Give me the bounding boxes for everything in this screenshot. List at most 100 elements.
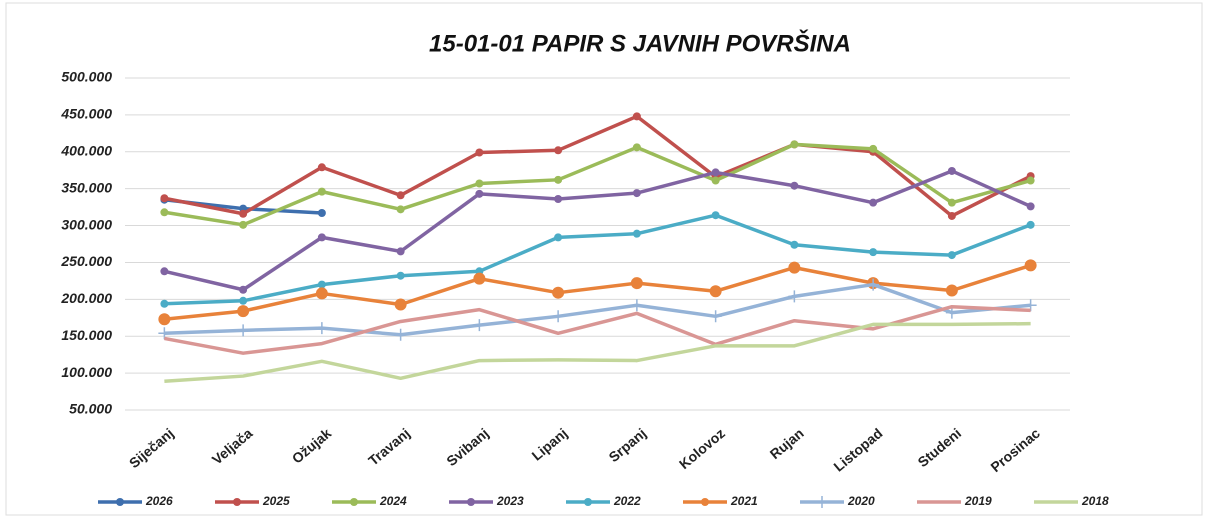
legend-label: 2023 [496,494,524,508]
series-line [164,114,1032,218]
point [711,176,720,185]
legend-item: 2022 [566,494,641,508]
point [160,267,169,276]
y-tick-label: 100.000 [61,364,112,380]
legend-marker [816,496,828,508]
point [315,287,328,300]
point [396,205,405,214]
point [1026,202,1035,211]
legend-label: 2021 [730,494,758,508]
point [317,163,326,172]
point [475,189,484,198]
point [869,144,878,153]
point [396,271,405,280]
point [788,261,801,274]
y-tick-label: 500.000 [61,69,112,85]
point [317,209,326,218]
point [554,194,563,203]
point [711,168,720,177]
point [317,233,326,242]
point [630,299,643,312]
point [945,306,958,319]
legend-item: 2018 [1034,494,1109,508]
y-tick-label: 350.000 [61,179,112,195]
point [158,327,171,340]
point [160,299,169,308]
point [709,310,722,323]
point [475,148,484,157]
point [552,310,565,323]
point [554,233,563,242]
legend-label: 2022 [613,494,641,508]
point [790,140,799,149]
point [711,211,720,220]
legend-item: 2019 [917,494,992,508]
y-tick-label: 200.000 [60,290,112,306]
legend-label: 2019 [964,494,992,508]
point [473,319,486,332]
point [632,143,641,152]
point [632,189,641,198]
legend-item: 2021 [683,494,758,508]
point [869,198,878,207]
series-line [164,321,1031,383]
legend-item: 2023 [449,494,524,508]
legend-marker [584,498,592,506]
point [869,248,878,257]
point [947,211,956,220]
point [632,229,641,238]
series-line [163,169,1032,292]
point [239,209,248,218]
point [394,328,407,341]
point [709,285,722,298]
series-line [164,263,1032,321]
legend-label: 2020 [847,494,875,508]
point [160,194,169,203]
point [315,322,328,335]
point [394,298,407,311]
point [1024,259,1037,272]
series-line [164,282,1031,337]
point [790,181,799,190]
point [473,272,486,285]
legend-item: 2020 [800,494,875,508]
legend-marker [233,498,241,506]
point [554,146,563,155]
legend-marker [467,498,475,506]
point [945,284,958,297]
point [632,112,641,121]
y-tick-label: 450.000 [60,106,112,122]
point [788,290,801,303]
point [239,220,248,229]
legend-item: 2025 [215,494,290,508]
point [158,313,171,326]
legend-label: 2026 [145,494,173,508]
point [239,296,248,305]
point [947,166,956,175]
legend-label: 2018 [1081,494,1109,508]
point [630,277,643,290]
chart-title: 15-01-01 PAPIR S JAVNIH POVRŠINA [429,29,851,57]
legend-item: 2024 [332,494,407,508]
point [396,247,405,256]
point [239,285,248,294]
point [237,324,250,337]
legend-item: 2026 [98,494,173,508]
y-tick-label: 150.000 [61,327,112,343]
point [790,240,799,249]
point [396,191,405,200]
point [947,251,956,260]
point [1026,220,1035,229]
legend-marker [350,498,358,506]
y-tick-label: 400.000 [60,142,112,158]
legend-marker [701,498,709,506]
point [317,280,326,289]
y-tick-label: 300.000 [61,216,112,232]
legend-marker [116,498,124,506]
point [554,175,563,184]
point [237,305,250,318]
point [947,198,956,207]
chart-frame [5,2,1203,516]
point [160,208,169,217]
